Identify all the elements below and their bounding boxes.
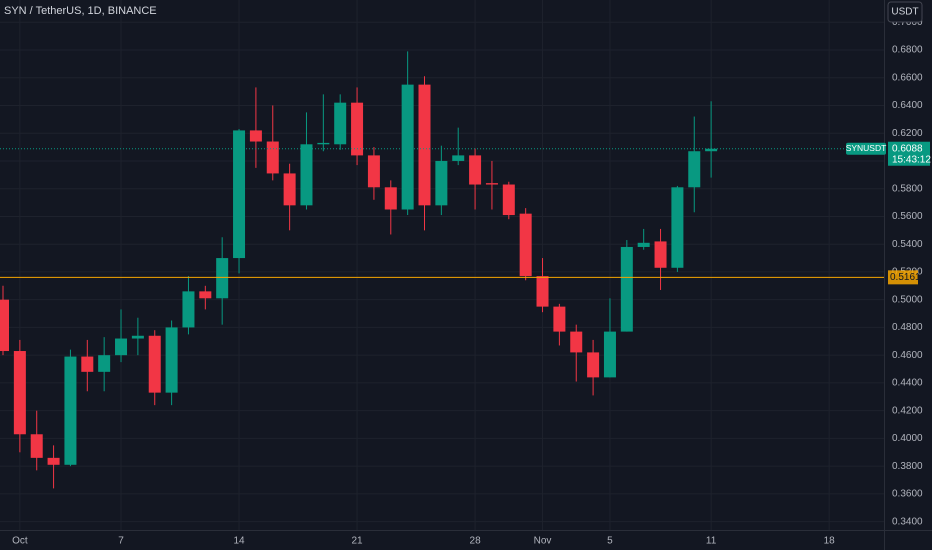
y-tick-label: 0.3400 bbox=[892, 516, 923, 527]
candle-body bbox=[705, 148, 718, 152]
x-tick-label: 28 bbox=[470, 536, 482, 547]
candle-body bbox=[233, 130, 246, 259]
candle-body bbox=[334, 102, 347, 145]
x-tick-label: 11 bbox=[706, 536, 717, 547]
candle-body bbox=[81, 356, 94, 372]
candle-body bbox=[317, 142, 330, 145]
candle-body bbox=[688, 151, 701, 188]
y-tick-label: 0.5000 bbox=[892, 294, 923, 305]
candle-body bbox=[266, 141, 279, 174]
y-tick-label: 0.6600 bbox=[892, 72, 923, 83]
candle-body bbox=[637, 242, 650, 247]
last-price-box bbox=[888, 141, 930, 166]
candle-body bbox=[418, 84, 431, 206]
chart-title: SYN / TetherUS, 1D, BINANCE bbox=[4, 5, 157, 17]
candle-body bbox=[98, 355, 111, 372]
candle-body bbox=[131, 335, 144, 339]
x-tick-label: 21 bbox=[351, 536, 363, 547]
candle-body bbox=[367, 155, 380, 188]
level-label: 0.5161 bbox=[890, 272, 921, 283]
candle-body bbox=[671, 187, 684, 268]
candle-body bbox=[216, 258, 229, 299]
candle-body bbox=[654, 241, 667, 268]
candle-body bbox=[620, 246, 633, 332]
x-tick-label: 7 bbox=[118, 536, 124, 547]
y-tick-label: 0.6200 bbox=[892, 128, 923, 139]
candle-body bbox=[570, 331, 583, 353]
y-tick-label: 0.6400 bbox=[892, 100, 923, 111]
currency-label[interactable]: USDT bbox=[891, 7, 918, 18]
candle-body bbox=[199, 291, 212, 299]
y-tick-label: 0.3800 bbox=[892, 461, 923, 472]
currency-button[interactable] bbox=[887, 1, 923, 23]
x-tick-label: Oct bbox=[12, 536, 28, 547]
candle-body bbox=[148, 335, 161, 393]
y-tick-label: 0.4000 bbox=[892, 433, 923, 444]
y-tick-label: 0.4800 bbox=[892, 322, 923, 333]
candle-body bbox=[165, 327, 178, 393]
y-tick-label: 0.4400 bbox=[892, 378, 923, 389]
symbol-label: SYNUSDT bbox=[846, 143, 887, 153]
countdown-label: 15:43:12 bbox=[892, 154, 931, 165]
candle-body bbox=[519, 213, 532, 277]
candle-body bbox=[13, 351, 26, 435]
candle-body bbox=[435, 160, 448, 206]
candle-body bbox=[64, 356, 77, 465]
candle-body bbox=[0, 299, 9, 352]
candle-body bbox=[485, 183, 498, 185]
y-tick-label: 0.4600 bbox=[892, 350, 923, 361]
y-tick-label: 0.5800 bbox=[892, 183, 923, 194]
candle-body bbox=[283, 173, 296, 206]
candle-body bbox=[469, 155, 482, 185]
y-tick-label: 0.5600 bbox=[892, 211, 923, 222]
candle-body bbox=[603, 331, 616, 378]
candles bbox=[0, 51, 884, 489]
candle-body bbox=[587, 352, 600, 378]
candle-body bbox=[249, 130, 262, 142]
symbol-box bbox=[846, 142, 886, 155]
x-tick-label: 18 bbox=[824, 536, 836, 547]
candle-body bbox=[502, 184, 515, 216]
candle-body bbox=[536, 276, 549, 307]
candle-body bbox=[115, 338, 128, 356]
candle-body bbox=[351, 102, 364, 156]
y-tick-label: 0.3600 bbox=[892, 489, 923, 500]
y-tick-label: 0.5400 bbox=[892, 239, 923, 250]
candle-body bbox=[401, 84, 414, 210]
level-label-box bbox=[888, 270, 918, 285]
candle-body bbox=[30, 434, 43, 458]
candle-body bbox=[553, 306, 566, 332]
x-tick-label: 14 bbox=[233, 536, 245, 547]
last-price-label: 0.6088 bbox=[892, 143, 923, 154]
x-tick-label: Nov bbox=[534, 536, 552, 547]
candle-body bbox=[452, 155, 465, 161]
candle-body bbox=[384, 187, 397, 210]
candle-body bbox=[47, 457, 60, 465]
candle-body bbox=[300, 144, 313, 206]
candle-body bbox=[182, 291, 195, 328]
y-tick-label: 0.6800 bbox=[892, 45, 923, 56]
y-tick-label: 0.4200 bbox=[892, 405, 923, 416]
x-tick-label: 5 bbox=[607, 536, 613, 547]
